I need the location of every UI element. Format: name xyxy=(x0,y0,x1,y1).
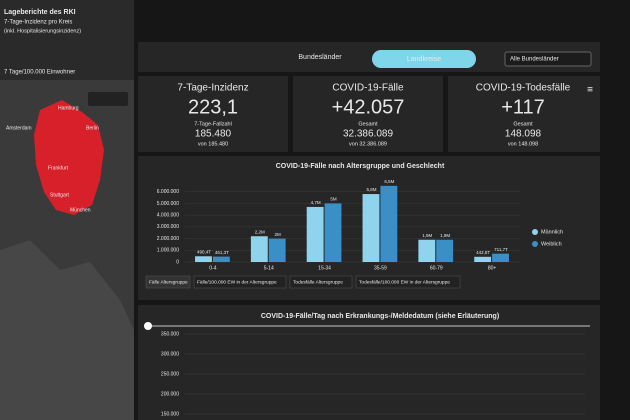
y-tick-label: 6.000.000 xyxy=(157,189,179,195)
data-label: 711,7T xyxy=(494,247,508,252)
city-label: Amsterdam xyxy=(6,125,32,131)
germany-map xyxy=(34,100,104,215)
data-label: 2,2M xyxy=(255,229,265,234)
card-title: 7-Tage-Inzidenz xyxy=(177,83,248,94)
bar xyxy=(250,236,268,262)
bar xyxy=(418,239,436,262)
card-sub-value: 32.386.089 xyxy=(343,129,393,140)
sidebar-subtitle: 7-Tage-Inzidenz pro Kreis xyxy=(4,20,72,26)
card-title: COVID-19-Todesfälle xyxy=(476,83,571,94)
data-label: 490,4T xyxy=(197,249,211,254)
card-sub-note: von 185.480 xyxy=(198,141,228,147)
city-label: Hamburg xyxy=(58,105,79,111)
tab-active[interactable] xyxy=(372,50,476,68)
bar xyxy=(474,256,492,262)
y-tick-label: 2.000.000 xyxy=(157,236,179,242)
chart-tab[interactable] xyxy=(145,275,191,289)
legend-label: Männlich xyxy=(541,229,563,235)
city-label: Berlin xyxy=(86,125,99,131)
x-tick-label: 5-14 xyxy=(264,265,274,271)
bar xyxy=(306,206,324,262)
y-tick-label: 250.000 xyxy=(161,371,179,377)
city-label: München xyxy=(70,207,91,213)
data-label: 1,9M xyxy=(422,233,432,238)
y-tick-label: 1.000.000 xyxy=(157,248,179,254)
legend-swatch xyxy=(532,241,538,247)
line-panel xyxy=(138,305,600,420)
card-sub-value: 148.098 xyxy=(505,129,542,140)
legend-label: Weiblich xyxy=(541,241,562,247)
x-tick-label: 0-4 xyxy=(209,265,216,271)
data-label: 5,8M xyxy=(366,187,376,192)
data-label: 442,8T xyxy=(476,250,490,255)
data-label: 4,7M xyxy=(311,200,321,205)
y-tick-label: 0 xyxy=(176,259,179,265)
map-legend: 7 Tage/100.000 Einwohner xyxy=(4,70,75,76)
card-title: COVID-19-Fälle xyxy=(332,83,404,94)
card xyxy=(138,76,288,152)
data-label: 461,3T xyxy=(215,250,229,255)
chart-tab-label[interactable]: Fälle Altersgruppe xyxy=(149,279,188,285)
chart-tab-label[interactable]: Todesfälle/100.000 EW in der Altersgrupp… xyxy=(359,279,450,285)
chart-tab-label[interactable]: Todesfälle Altersgruppe xyxy=(293,279,343,285)
y-tick-label: 5.000.000 xyxy=(157,201,179,207)
y-tick-label: 4.000.000 xyxy=(157,212,179,218)
y-tick-label: 3.000.000 xyxy=(157,224,179,230)
card xyxy=(448,76,600,152)
card xyxy=(293,76,443,152)
x-tick-label: 60-79 xyxy=(430,265,443,271)
bar xyxy=(212,256,230,262)
chart-title: COVID-19-Fälle nach Altersgruppe und Ges… xyxy=(276,163,445,170)
y-tick-label: 300.000 xyxy=(161,351,179,357)
sidebar-title: Lageberichte des RKI xyxy=(4,9,76,16)
bar xyxy=(195,256,212,262)
bar xyxy=(362,194,380,262)
land xyxy=(0,240,134,420)
card-sub-label: 7-Tage-Fallzahl xyxy=(194,121,232,127)
tab[interactable]: Landkreise xyxy=(407,56,441,63)
chart-title: COVID-19-Fälle/Tag nach Erkrankungs-/Mel… xyxy=(261,313,499,320)
card-sub-note: von 148.098 xyxy=(508,141,538,147)
chart-tab-label[interactable]: Fälle/100.000 EW in der Altersgruppe xyxy=(197,279,277,285)
x-tick-label: 15-34 xyxy=(318,265,331,271)
card-sub-value: 185.480 xyxy=(195,129,232,140)
city-label: Stuttgart xyxy=(50,192,70,198)
card-value: 223,1 xyxy=(188,96,238,118)
data-label: 1,9M xyxy=(440,233,450,238)
data-label: 6,5M xyxy=(384,179,394,184)
card-sub-label: Gesamt xyxy=(358,121,378,127)
card-value: +117 xyxy=(501,96,545,118)
chart-tab[interactable] xyxy=(289,275,353,289)
data-label: 5M xyxy=(330,197,337,202)
chart-tab[interactable] xyxy=(355,275,461,289)
bar xyxy=(492,253,509,262)
y-tick-label: 350.000 xyxy=(161,331,179,337)
bar xyxy=(268,238,286,262)
sidebar-note: (inkl. Hospitalisierungsinzidenz) xyxy=(4,28,81,34)
bar xyxy=(436,239,454,262)
bar xyxy=(324,203,342,262)
bar xyxy=(380,185,398,262)
legend-swatch xyxy=(532,229,538,235)
tab[interactable]: Bundesländer xyxy=(298,54,342,61)
card-value: +42.057 xyxy=(332,96,405,118)
dropdown-label[interactable]: Alle Bundesländer xyxy=(510,57,559,63)
y-tick-label: 200.000 xyxy=(161,391,179,397)
map-toolbar[interactable] xyxy=(88,92,128,106)
card-sub-label: Gesamt xyxy=(513,121,533,127)
x-tick-label: 35-59 xyxy=(374,265,387,271)
slider-handle[interactable] xyxy=(144,322,152,330)
dropdown[interactable] xyxy=(504,51,592,67)
menu-icon: ≡ xyxy=(587,85,593,96)
data-label: 2M xyxy=(275,232,282,237)
city-label: Frankfurt xyxy=(48,165,69,171)
chart-tab[interactable] xyxy=(193,275,287,289)
x-tick-label: 80+ xyxy=(488,265,497,271)
y-tick-label: 150.000 xyxy=(161,411,179,417)
card-sub-note: von 32.386.089 xyxy=(349,141,387,147)
